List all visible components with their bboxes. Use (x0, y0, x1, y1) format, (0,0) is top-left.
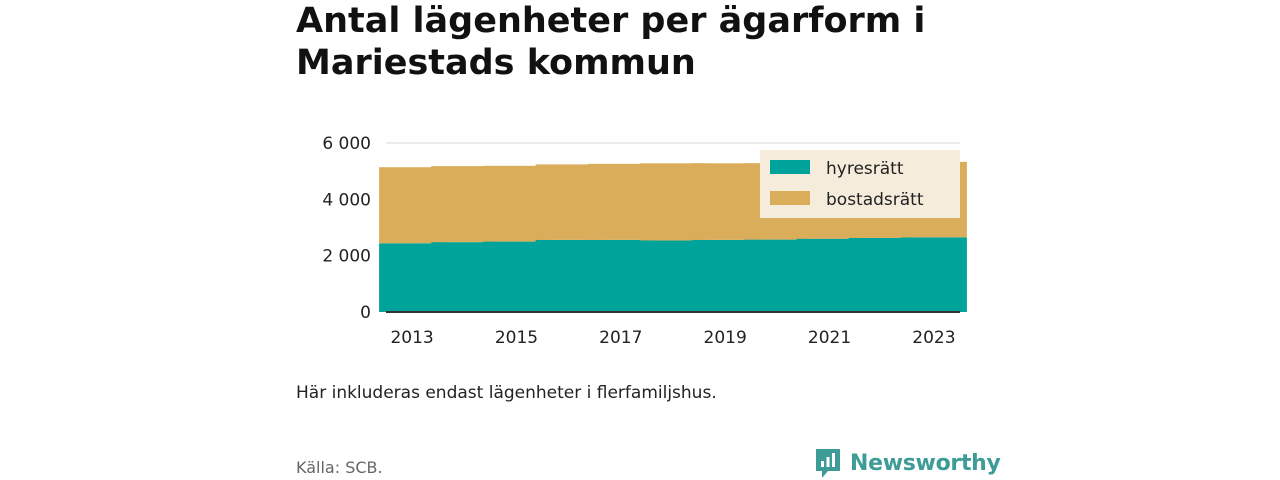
x-axis-ticks: 2013 2015 2017 2019 2021 2023 (390, 328, 955, 348)
stacked-bar-chart: 0 2 000 4 000 6 000 2013 2015 2017 2019 2021 202… (322, 134, 967, 348)
x-tick-label: 2023 (912, 328, 955, 348)
x-tick-label: 2013 (390, 328, 433, 348)
y-axis-ticks: 0 2 000 4 000 6 000 (322, 134, 371, 323)
y-tick-label: 4 000 (322, 190, 371, 210)
x-tick-label: 2017 (599, 328, 642, 348)
y-tick-label: 0 (360, 303, 371, 323)
newsworthy-chart-icon (816, 449, 840, 478)
legend-swatch-bostadsratt (770, 191, 810, 205)
legend-label-bostadsratt: bostadsrätt (826, 190, 924, 210)
y-tick-label: 2 000 (322, 247, 371, 267)
newsworthy-logo: Newsworthy (814, 446, 1001, 480)
legend: hyresrätt bostadsrätt (760, 150, 960, 218)
chart-title: Antal lägenheter per ägarform i Mariesta… (296, 1, 926, 83)
brand-name: Newsworthy (850, 450, 1001, 476)
legend-swatch-hyresratt (770, 160, 810, 174)
bar-hyresratt-2023 (900, 237, 967, 312)
chart-note: Här inkluderas endast lägenheter i flerf… (296, 383, 717, 403)
y-tick-label: 6 000 (322, 134, 371, 154)
legend-label-hyresratt: hyresrätt (826, 159, 904, 179)
x-tick-label: 2015 (495, 328, 538, 348)
x-tick-label: 2021 (808, 328, 851, 348)
source-text: Källa: SCB. (296, 458, 383, 477)
x-tick-label: 2019 (704, 328, 747, 348)
